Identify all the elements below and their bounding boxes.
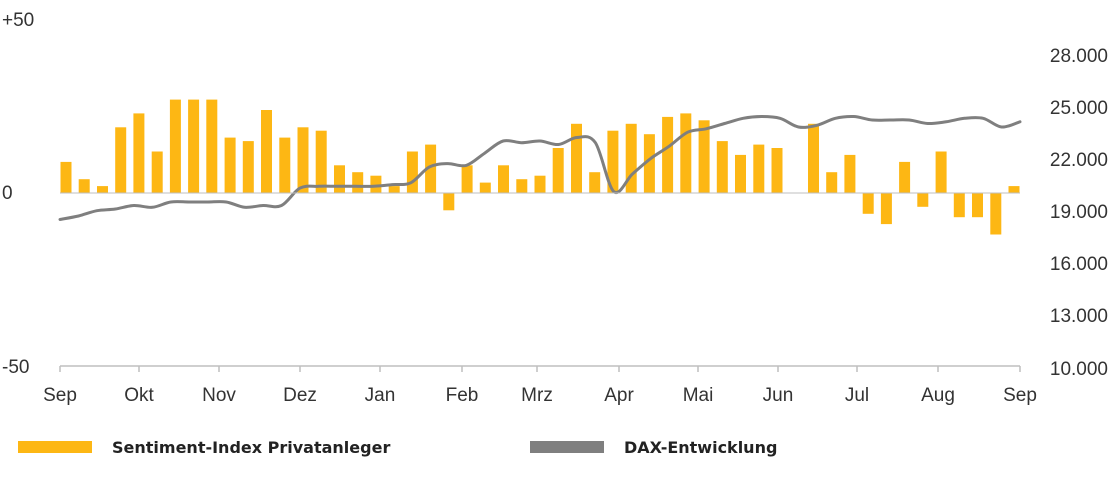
x-tick-label: Okt	[124, 385, 154, 406]
y-right-tick-label: 10.000	[1050, 359, 1108, 380]
sentiment-bar	[498, 165, 509, 193]
y-left-tick-label: -50	[2, 357, 29, 378]
y-right-tick-label: 16.000	[1050, 254, 1108, 275]
legend-item-sentiment: Sentiment-Index Privatanleger	[18, 435, 390, 459]
y-left-tick-label: 0	[2, 183, 13, 204]
sentiment-bar	[899, 161, 911, 193]
sentiment-bar	[97, 186, 108, 193]
x-tick-label: Sep	[1003, 385, 1037, 406]
legend-label-sentiment: Sentiment-Index Privatanleger	[112, 437, 391, 457]
sentiment-bar	[315, 130, 327, 193]
x-tick-label: Nov	[202, 385, 236, 406]
x-tick-label: Apr	[604, 385, 634, 406]
sentiment-bar	[935, 151, 947, 193]
sentiment-bar	[917, 193, 929, 207]
sentiment-bar	[571, 123, 582, 193]
sentiment-bar	[297, 127, 309, 193]
x-axis-ticks: Sep Okt Nov Dez Jan Feb Mrz Apr Mai Jun Jul Aug Sep	[43, 366, 1037, 406]
sentiment-bar	[808, 123, 819, 193]
sentiment-bar	[388, 186, 400, 193]
y-right-tick-label: 13.000	[1050, 306, 1108, 327]
sentiment-bar	[698, 120, 710, 193]
x-tick-label: Aug	[921, 385, 955, 406]
sentiment-bar	[862, 193, 874, 214]
sentiment-bar	[461, 165, 473, 193]
sentiment-bar	[735, 154, 746, 193]
x-tick-label: Jul	[845, 385, 869, 406]
x-tick-label: Jun	[763, 385, 794, 406]
sentiment-bar	[880, 193, 892, 225]
sentiment-bar	[716, 141, 728, 193]
sentiment-bar	[169, 99, 181, 193]
sentiment-bar	[680, 113, 692, 193]
y-right-tick-label: 22.000	[1050, 150, 1108, 171]
sentiment-bar	[589, 172, 601, 193]
sentiment-bar	[370, 175, 382, 193]
legend-item-dax: DAX-Entwicklung	[530, 435, 777, 459]
x-tick-label: Mrz	[521, 385, 553, 406]
sentiment-bar	[406, 151, 418, 193]
sentiment-bar	[479, 182, 491, 193]
sentiment-bar	[151, 151, 163, 193]
sentiment-bars	[60, 99, 1020, 235]
sentiment-bar	[115, 127, 127, 193]
legend-swatch-dax	[530, 441, 604, 453]
sentiment-bar	[78, 179, 90, 193]
y-left-axis-ticks: +50 0 -50	[2, 10, 34, 378]
sentiment-bar	[224, 137, 236, 193]
sentiment-bar	[771, 148, 783, 193]
sentiment-bar	[643, 134, 655, 193]
y-right-tick-label: 19.000	[1050, 202, 1108, 223]
legend-swatch-sentiment	[18, 441, 92, 453]
sentiment-bar	[334, 165, 345, 193]
x-tick-label: Mai	[683, 385, 714, 406]
sentiment-bar	[242, 141, 254, 193]
sentiment-bar	[953, 193, 965, 218]
x-tick-label: Dez	[283, 385, 317, 406]
sentiment-bar	[844, 154, 856, 193]
sentiment-bar	[607, 130, 619, 193]
sentiment-bar	[133, 113, 145, 193]
sentiment-bar	[261, 110, 272, 193]
sentiment-bar	[279, 137, 291, 193]
sentiment-bar	[753, 144, 765, 193]
x-tick-label: Sep	[43, 385, 77, 406]
sentiment-bar	[516, 179, 528, 193]
x-tick-label: Feb	[446, 385, 479, 406]
sentiment-bar	[425, 144, 437, 193]
sentiment-bar	[972, 193, 983, 218]
sentiment-bar	[352, 172, 364, 193]
x-tick-label: Jan	[365, 385, 396, 406]
y-right-axis-ticks: 28.000 25.000 22.000 19.000 16.000 13.000 10.0…	[1050, 46, 1108, 380]
y-left-tick-label: +50	[2, 10, 34, 31]
legend-label-dax: DAX-Entwicklung	[624, 437, 778, 457]
sentiment-bar	[552, 148, 564, 193]
sentiment-bar	[206, 99, 218, 193]
sentiment-bar	[662, 116, 674, 193]
sentiment-bar	[1008, 186, 1020, 193]
dax-line	[58, 114, 1022, 221]
sentiment-bar	[534, 175, 546, 193]
sentiment-bar	[60, 161, 72, 193]
sentiment-bar	[826, 172, 838, 193]
sentiment-bar	[188, 99, 200, 193]
y-right-tick-label: 28.000	[1050, 46, 1108, 67]
sentiment-bar	[625, 123, 637, 193]
sentiment-bar	[443, 193, 455, 211]
y-right-tick-label: 25.000	[1050, 98, 1108, 119]
sentiment-bar	[990, 193, 1002, 235]
